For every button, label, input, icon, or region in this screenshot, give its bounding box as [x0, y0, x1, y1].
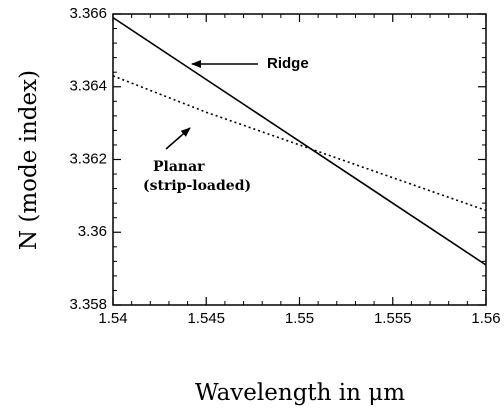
- y-tick-label: 3.364: [69, 78, 107, 95]
- x-tick-labels: 1.54 1.545 1.55 1.555 1.56: [98, 310, 500, 327]
- axis-ticks: [112, 13, 487, 306]
- x-axis-title: Wavelength in μm: [195, 380, 405, 406]
- series-layer: [112, 16, 487, 266]
- y-tick-label: 3.358: [69, 296, 107, 313]
- series-line-ridge: [112, 16, 487, 266]
- y-tick-labels: 3.358 3.36 3.362 3.364 3.366: [69, 5, 107, 313]
- ridge-label: Ridge: [267, 55, 309, 72]
- annotation-planar: Planar (strip-loaded): [143, 127, 251, 194]
- planar-label-line2: (strip-loaded): [143, 178, 251, 194]
- x-tick-label: 1.55: [285, 310, 314, 327]
- planar-arrow: [165, 127, 191, 150]
- series-line-planar: [112, 75, 487, 212]
- planar-label-line1: Planar: [153, 159, 205, 175]
- y-tick-label: 3.366: [69, 5, 107, 22]
- x-tick-label: 1.555: [374, 310, 412, 327]
- y-tick-label: 3.362: [69, 150, 107, 167]
- x-tick-label: 1.56: [471, 310, 500, 327]
- x-tick-label: 1.54: [98, 310, 127, 327]
- annotation-ridge: Ridge: [191, 55, 309, 72]
- y-tick-label: 3.36: [78, 223, 107, 240]
- y-axis-title: N (mode index): [16, 70, 42, 250]
- x-tick-label: 1.545: [187, 310, 225, 327]
